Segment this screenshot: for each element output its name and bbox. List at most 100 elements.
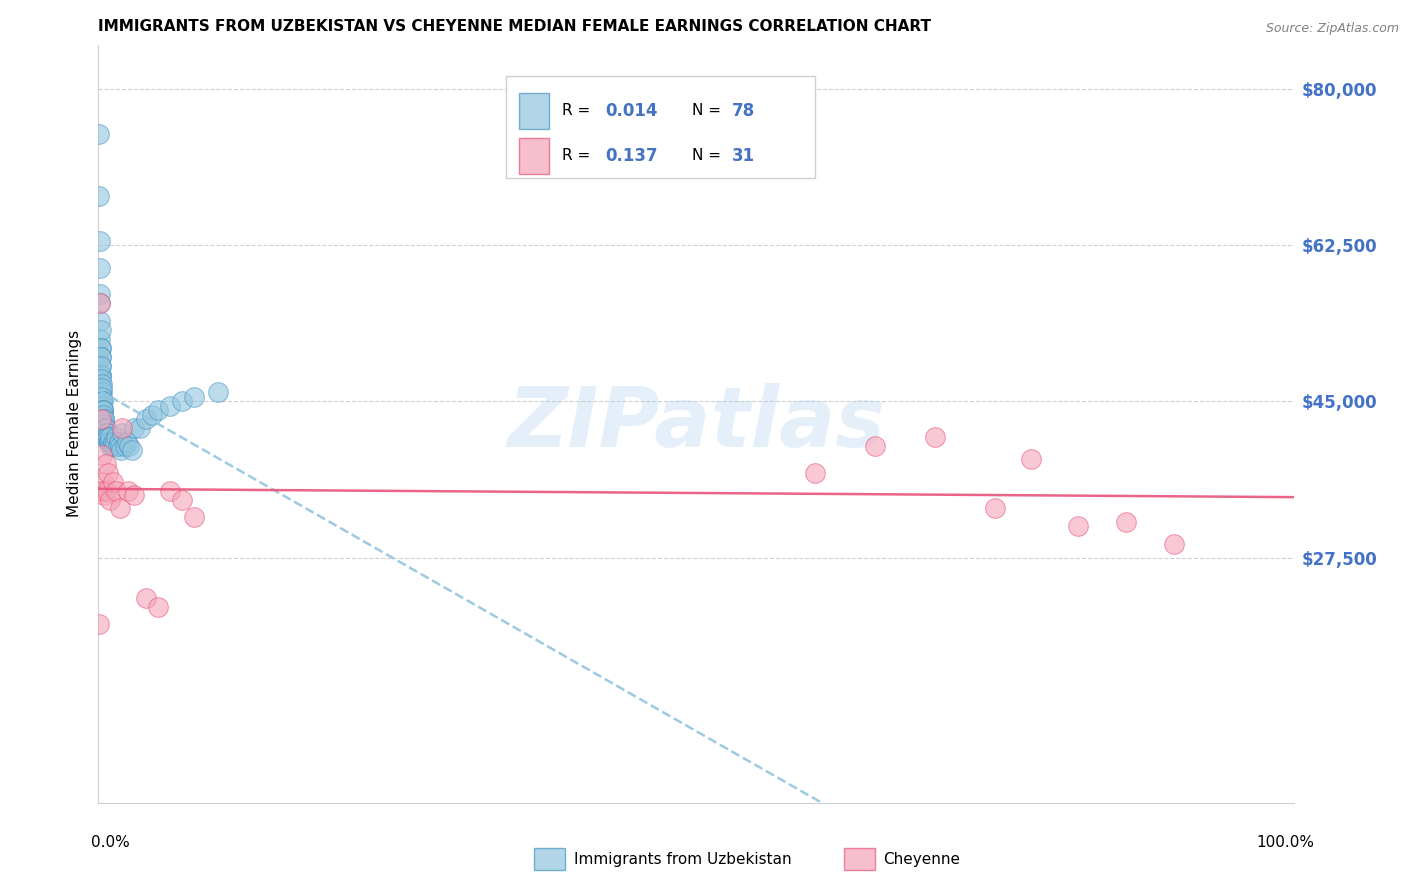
Point [183, 390, 205, 404]
Y-axis label: Median Female Earnings: Median Female Earnings [67, 330, 83, 517]
Text: IMMIGRANTS FROM UZBEKISTAN VS CHEYENNE MEDIAN FEMALE EARNINGS CORRELATION CHART: IMMIGRANTS FROM UZBEKISTAN VS CHEYENNE M… [98, 19, 931, 34]
Point [110, 443, 132, 458]
Text: 0.014: 0.014 [605, 102, 658, 120]
Point [207, 385, 229, 400]
Point [124, 421, 146, 435]
Point [172, 492, 194, 507]
Point [924, 430, 946, 444]
Point [93, 425, 115, 440]
Point [183, 510, 205, 524]
Point [90, 323, 112, 337]
Text: ZIPatlas: ZIPatlas [508, 384, 884, 464]
Point [97, 434, 120, 449]
Point [89, 287, 111, 301]
Point [91, 381, 114, 395]
Point [90, 412, 112, 426]
Point [93, 417, 115, 431]
Point [114, 439, 136, 453]
Point [91, 483, 114, 498]
Point [1163, 537, 1185, 551]
Point [90, 350, 112, 364]
Point [105, 483, 128, 498]
Point [96, 425, 118, 440]
Point [89, 189, 111, 203]
Point [90, 341, 112, 355]
Text: 0.0%: 0.0% [91, 835, 131, 849]
Point [90, 359, 112, 373]
Point [101, 434, 124, 449]
Point [94, 421, 117, 435]
Text: 100.0%: 100.0% [1257, 835, 1315, 849]
Text: N =: N = [692, 148, 725, 163]
Point [93, 421, 115, 435]
Point [97, 466, 120, 480]
Point [141, 408, 163, 422]
Point [91, 403, 114, 417]
Point [865, 439, 887, 453]
Point [115, 434, 138, 449]
Point [91, 448, 114, 462]
Point [90, 372, 112, 386]
Point [100, 439, 122, 453]
Point [90, 350, 112, 364]
Point [121, 443, 143, 458]
Point [96, 430, 118, 444]
Point [96, 483, 118, 498]
Point [93, 408, 115, 422]
Point [91, 412, 114, 426]
Point [93, 421, 115, 435]
Text: 0.137: 0.137 [605, 147, 658, 165]
Point [91, 403, 114, 417]
Text: 31: 31 [733, 147, 755, 165]
Point [124, 488, 146, 502]
Point [94, 425, 117, 440]
Point [118, 439, 141, 453]
Point [94, 430, 117, 444]
Point [90, 381, 112, 395]
Point [107, 434, 129, 449]
Text: R =: R = [562, 103, 595, 119]
Point [98, 434, 121, 449]
Point [89, 260, 111, 275]
Point [101, 475, 124, 489]
Point [135, 591, 157, 605]
FancyBboxPatch shape [519, 138, 550, 174]
Point [91, 417, 114, 431]
Point [1067, 519, 1090, 533]
Point [90, 341, 112, 355]
Point [159, 399, 181, 413]
Point [1115, 515, 1137, 529]
Point [111, 421, 134, 435]
Point [90, 394, 112, 409]
Point [90, 368, 112, 382]
Point [108, 501, 131, 516]
Point [129, 421, 152, 435]
Point [117, 483, 139, 498]
Point [90, 368, 112, 382]
Point [91, 394, 114, 409]
Point [107, 439, 129, 453]
FancyBboxPatch shape [844, 848, 875, 871]
FancyBboxPatch shape [534, 848, 565, 871]
Text: 78: 78 [733, 102, 755, 120]
Point [89, 296, 111, 310]
Point [148, 599, 170, 614]
Text: Immigrants from Uzbekistan: Immigrants from Uzbekistan [574, 852, 792, 867]
Point [91, 390, 114, 404]
Point [135, 412, 157, 426]
Point [87, 127, 110, 141]
Point [159, 483, 181, 498]
Point [172, 394, 194, 409]
Point [89, 617, 111, 632]
Point [804, 466, 827, 480]
Point [93, 488, 115, 502]
Point [96, 430, 118, 444]
Point [91, 403, 114, 417]
Text: R =: R = [562, 148, 595, 163]
Text: Cheyenne: Cheyenne [883, 852, 960, 867]
Point [98, 430, 122, 444]
Point [98, 492, 122, 507]
Point [90, 385, 112, 400]
Point [104, 434, 127, 449]
Text: Source: ZipAtlas.com: Source: ZipAtlas.com [1265, 22, 1399, 36]
